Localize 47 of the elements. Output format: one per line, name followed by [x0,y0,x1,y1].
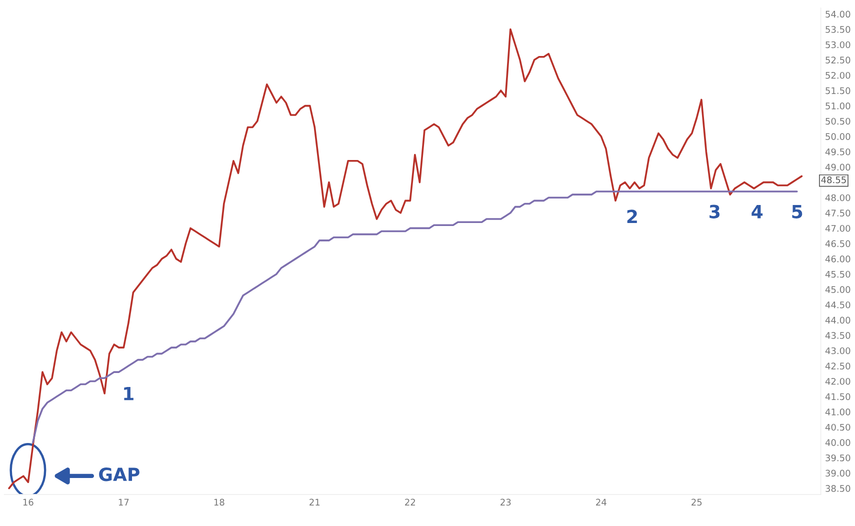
y-tick-label: 39.00 [826,470,850,477]
x-tick-label: 25 [692,498,702,506]
y-tick-label: 43.50 [825,332,850,339]
y-tick-label: 44.50 [825,301,850,308]
y-tick-label: 52.00 [826,72,850,79]
annotation: 5 [792,205,802,218]
y-tick-label: 51.00 [826,102,850,110]
y-tick-label: 51.50 [826,87,850,94]
y-tick-label: 40.00 [825,439,850,446]
y-tick-label: 48.00 [825,194,850,202]
annotation: 3 [710,204,720,218]
y-tick-label: 41.50 [825,393,850,400]
x-tick-label: 24 [596,498,606,506]
y-tick-label: 46.50 [825,240,850,248]
y-tick-label: 42.50 [825,362,850,370]
x-tick-label: 23 [500,498,511,506]
y-tick-label: 53.00 [826,41,850,48]
y-tick-label: 50.00 [826,133,850,140]
x-tick-label: 21 [310,498,320,506]
y-tick-label: 40.50 [825,424,850,431]
annotation: 1 [124,387,134,400]
y-tick-label: 46.00 [825,256,850,262]
y-tick-label: 47.50 [825,210,850,216]
y-tick-label: 47.00 [825,224,850,232]
y-tick-label: 49.00 [825,164,850,171]
x-tick-label: 18 [214,498,224,506]
x-tick-label: 16 [23,498,34,506]
y-tick-label: 41.00 [825,408,850,416]
y-tick-label: 50.50 [826,118,850,125]
annotation: GAP [99,468,140,482]
line-series [8,28,803,490]
x-tick-label: 22 [405,498,415,506]
annotation: 2 [627,210,637,224]
y-tick-label: 54.00 [826,10,850,18]
y-tick-label: 43.00 [825,347,850,354]
y-tick-label: 45.50 [825,270,850,278]
text: 48.55 [821,176,846,184]
y-tick-label: 38.50 [826,485,850,492]
y-tick-label: 42.00 [825,378,850,385]
y-tick-label: 44.00 [825,316,850,324]
y-tick-label: 53.50 [826,26,850,33]
y-tick-label: 39.50 [826,454,850,462]
y-tick-label: 52.50 [826,56,850,64]
y-tick-label: 45.00 [825,286,850,293]
annotation: 4 [752,205,763,218]
y-tick-label: 49.50 [825,148,850,156]
x-tick-label: 17 [118,498,129,506]
